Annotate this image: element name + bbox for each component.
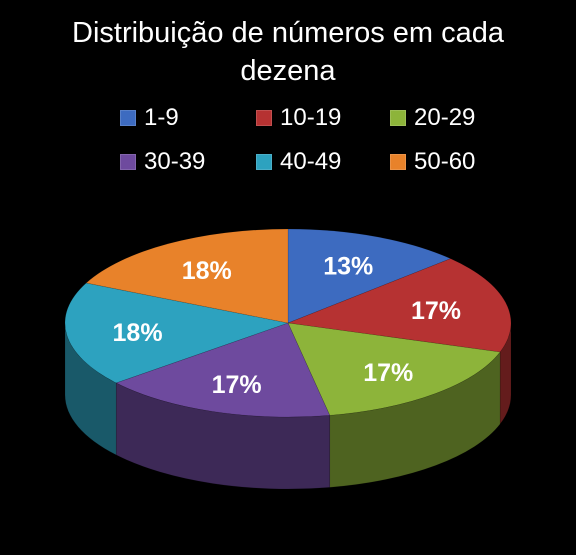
pie-slice-30-39	[115, 322, 331, 418]
legend-swatch-50-60	[390, 154, 406, 170]
data-label-40-49: 18%	[113, 319, 163, 347]
chart-title-line-2: dezena	[240, 55, 336, 87]
legend-label-40-49: 40-49	[280, 148, 342, 175]
pie-sides	[64, 322, 512, 490]
legend-swatch-1-9	[120, 110, 136, 126]
chart-title: Distribuição de números em cada dezena	[0, 14, 576, 90]
chart-legend: 1-9 10-19 20-29 30-39 40-49 50-60	[120, 100, 520, 188]
pie-slice-10-19	[286, 258, 512, 353]
legend-swatch-20-29	[390, 110, 406, 126]
pie-slice-50-60	[85, 228, 289, 324]
legend-label-20-29: 20-29	[414, 104, 476, 131]
legend-label-1-9: 1-9	[144, 104, 179, 131]
legend-label-30-39: 30-39	[144, 148, 206, 175]
pie-slice-40-49	[64, 282, 290, 384]
legend-item-1-9: 1-9	[120, 100, 179, 136]
data-label-10-19: 17%	[411, 297, 461, 325]
legend-row-2: 30-39 40-49 50-60	[120, 144, 520, 188]
data-label-50-60: 18%	[182, 257, 232, 285]
legend-item-40-49: 40-49	[256, 144, 341, 180]
legend-swatch-30-39	[120, 154, 136, 170]
legend-label-10-19: 10-19	[280, 104, 342, 131]
pie-slice-20-29	[287, 322, 501, 416]
data-label-20-29: 17%	[363, 359, 413, 387]
pie-slices	[64, 228, 512, 418]
legend-swatch-10-19	[256, 110, 272, 126]
legend-item-10-19: 10-19	[256, 100, 341, 136]
legend-swatch-40-49	[256, 154, 272, 170]
legend-item-30-39: 30-39	[120, 144, 205, 180]
legend-item-50-60: 50-60	[390, 144, 475, 180]
legend-label-50-60: 50-60	[414, 148, 476, 175]
legend-item-20-29: 20-29	[390, 100, 475, 136]
data-label-30-39: 17%	[212, 371, 262, 399]
legend-row-1: 1-9 10-19 20-29	[120, 100, 520, 144]
pie-slice-1-9	[287, 228, 452, 324]
pie-labels: 13% 17% 17% 17% 18% 18%	[113, 252, 461, 399]
chart-title-line-1: Distribuição de números em cada	[72, 17, 504, 49]
data-label-1-9: 13%	[323, 252, 373, 280]
